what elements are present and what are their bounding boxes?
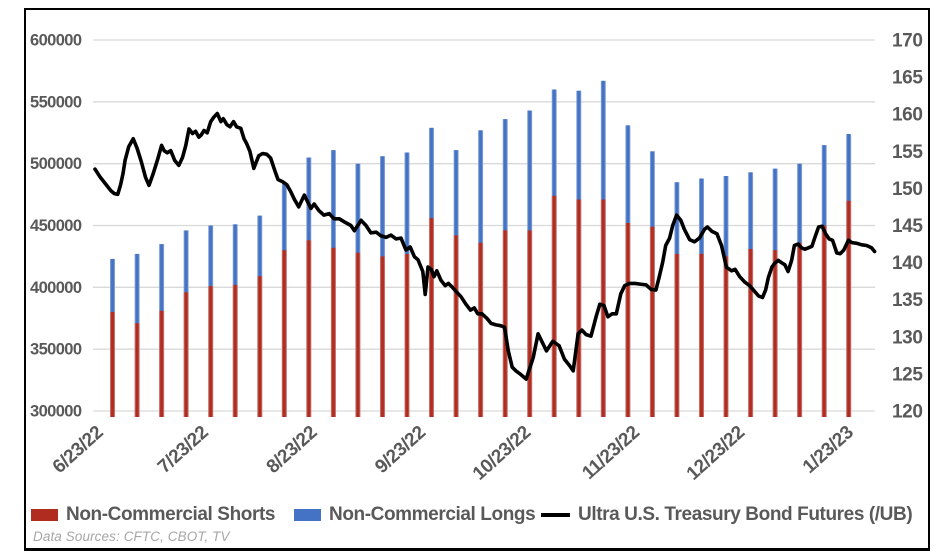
shorts-bar: [232, 284, 238, 417]
shorts-bar: [110, 312, 115, 417]
shorts-bar: [625, 223, 631, 417]
price-line-label: Ultra U.S. Treasury Bond Futures (/UB): [578, 504, 913, 525]
y-axis-label-right: 155: [892, 142, 923, 163]
shorts-bar: [699, 253, 704, 417]
shorts-bar: [551, 195, 557, 417]
y-axis-label-left: 450000: [30, 217, 82, 235]
y-axis-label-right: 135: [892, 290, 923, 311]
shorts-bar: [134, 323, 140, 417]
shorts-bar: [772, 250, 778, 417]
y-axis-right-labels: 170 165 160 155 150 145 140 135 130 125 120: [892, 31, 924, 423]
x-axis-label: 1/23/23: [799, 422, 858, 478]
shorts-bar: [404, 253, 410, 417]
y-axis-label-right: 170: [892, 31, 923, 52]
y-axis-label-right: 120: [892, 402, 923, 423]
shorts-swatch-icon: [31, 509, 58, 521]
shorts-bar: [281, 250, 287, 417]
shorts-bar: [306, 240, 312, 417]
legend-item-price-line: Ultra U.S. Treasury Bond Futures (/UB): [541, 504, 913, 526]
shorts-bar: [453, 235, 459, 417]
legend: Non-Commercial Shorts Non-Commercial Lon…: [0, 504, 938, 528]
y-axis-label-right: 145: [892, 216, 923, 237]
shorts-bar: [674, 253, 680, 417]
x-axis-label: 10/23/22: [469, 422, 535, 484]
x-axis-label: 11/23/22: [578, 422, 643, 484]
y-axis-label-left: 550000: [30, 93, 82, 111]
shorts-bar: [649, 226, 655, 417]
line-swatch-icon: [541, 513, 570, 517]
price-line: [93, 111, 877, 381]
longs-swatch-icon: [294, 509, 321, 521]
x-axis-label: 12/23/22: [683, 422, 749, 484]
x-axis-label: 8/23/22: [263, 422, 322, 478]
shorts-bar: [478, 242, 484, 417]
gridlines: [93, 39, 875, 412]
x-axis-label: 7/23/22: [154, 422, 213, 478]
x-axis-label: 6/23/22: [49, 422, 108, 478]
y-axis-label-left: 350000: [30, 341, 82, 359]
y-axis-left-labels: 600000 550000 500000 450000 400000 350000 3000…: [30, 32, 82, 421]
y-axis-label-right: 130: [892, 327, 923, 348]
shorts-bar: [723, 256, 729, 417]
shorts-bar: [330, 247, 336, 417]
chart-window: [24, 8, 930, 551]
shorts-bar: [257, 276, 263, 417]
shorts-bar: [576, 199, 582, 417]
shorts-bar: [380, 256, 385, 417]
shorts-bar: [429, 218, 434, 417]
data-sources-note: Data Sources: CFTC, CBOT, TV: [33, 529, 230, 544]
y-axis-label-right: 125: [892, 364, 923, 385]
x-axis-labels: 6/23/22 7/23/22 8/23/22 9/23/22 10/23/22 11/2…: [49, 422, 858, 484]
shorts-bar: [846, 200, 852, 417]
shorts-label: Non-Commercial Shorts: [66, 504, 276, 525]
y-axis-label-right: 160: [892, 105, 923, 126]
shorts-bar: [183, 292, 189, 417]
shorts-bar: [208, 286, 214, 417]
legend-item-shorts: Non-Commercial Shorts: [31, 504, 275, 526]
y-axis-label-right: 165: [892, 68, 923, 89]
shorts-bar: [159, 310, 165, 417]
shorts-bar: [527, 230, 533, 417]
legend-item-longs: Non-Commercial Longs: [294, 504, 536, 526]
shorts-bar: [355, 252, 361, 417]
price-line-group: [93, 111, 877, 381]
longs-label: Non-Commercial Longs: [329, 504, 536, 525]
shorts-bar: [748, 249, 754, 417]
y-axis-label-left: 500000: [30, 155, 82, 173]
y-axis-label-right: 140: [892, 253, 923, 274]
y-axis-label-left: 300000: [30, 403, 82, 421]
y-axis-label-left: 600000: [30, 32, 82, 50]
shorts-bar: [502, 230, 508, 417]
y-axis-label-right: 150: [892, 179, 923, 200]
y-axis-label-left: 400000: [30, 279, 82, 297]
shorts-bar: [821, 225, 827, 417]
shorts-bar: [797, 242, 803, 417]
x-axis-label: 9/23/22: [371, 422, 430, 478]
bars: [110, 80, 852, 418]
